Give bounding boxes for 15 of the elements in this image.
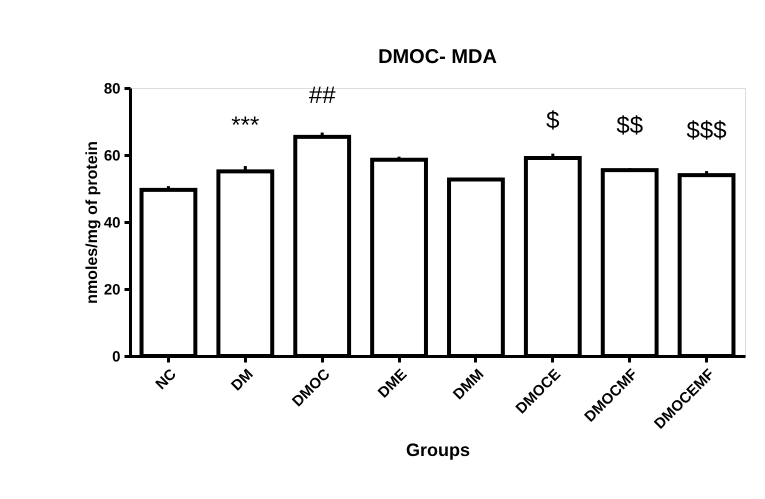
annotation: *** <box>231 112 260 139</box>
annotation: $$ <box>616 112 644 139</box>
annotation: ## <box>308 82 336 109</box>
chart-title: DMOC- MDA <box>378 46 497 68</box>
annotation: $$$ <box>686 117 727 144</box>
y-tick-label: 60 <box>104 148 120 164</box>
y-tick-label: 80 <box>104 80 120 98</box>
y-tick-label: 0 <box>112 348 120 366</box>
x-axis-title: Groups <box>406 440 470 460</box>
y-tick-label: 40 <box>104 214 120 232</box>
x-tick-label: DM <box>228 366 257 394</box>
y-tick-label: 20 <box>104 282 120 298</box>
x-tick-label: NC <box>152 366 180 394</box>
y-axis-title: nmoles/mg of protein <box>84 141 101 304</box>
annotation: $ <box>546 107 560 134</box>
